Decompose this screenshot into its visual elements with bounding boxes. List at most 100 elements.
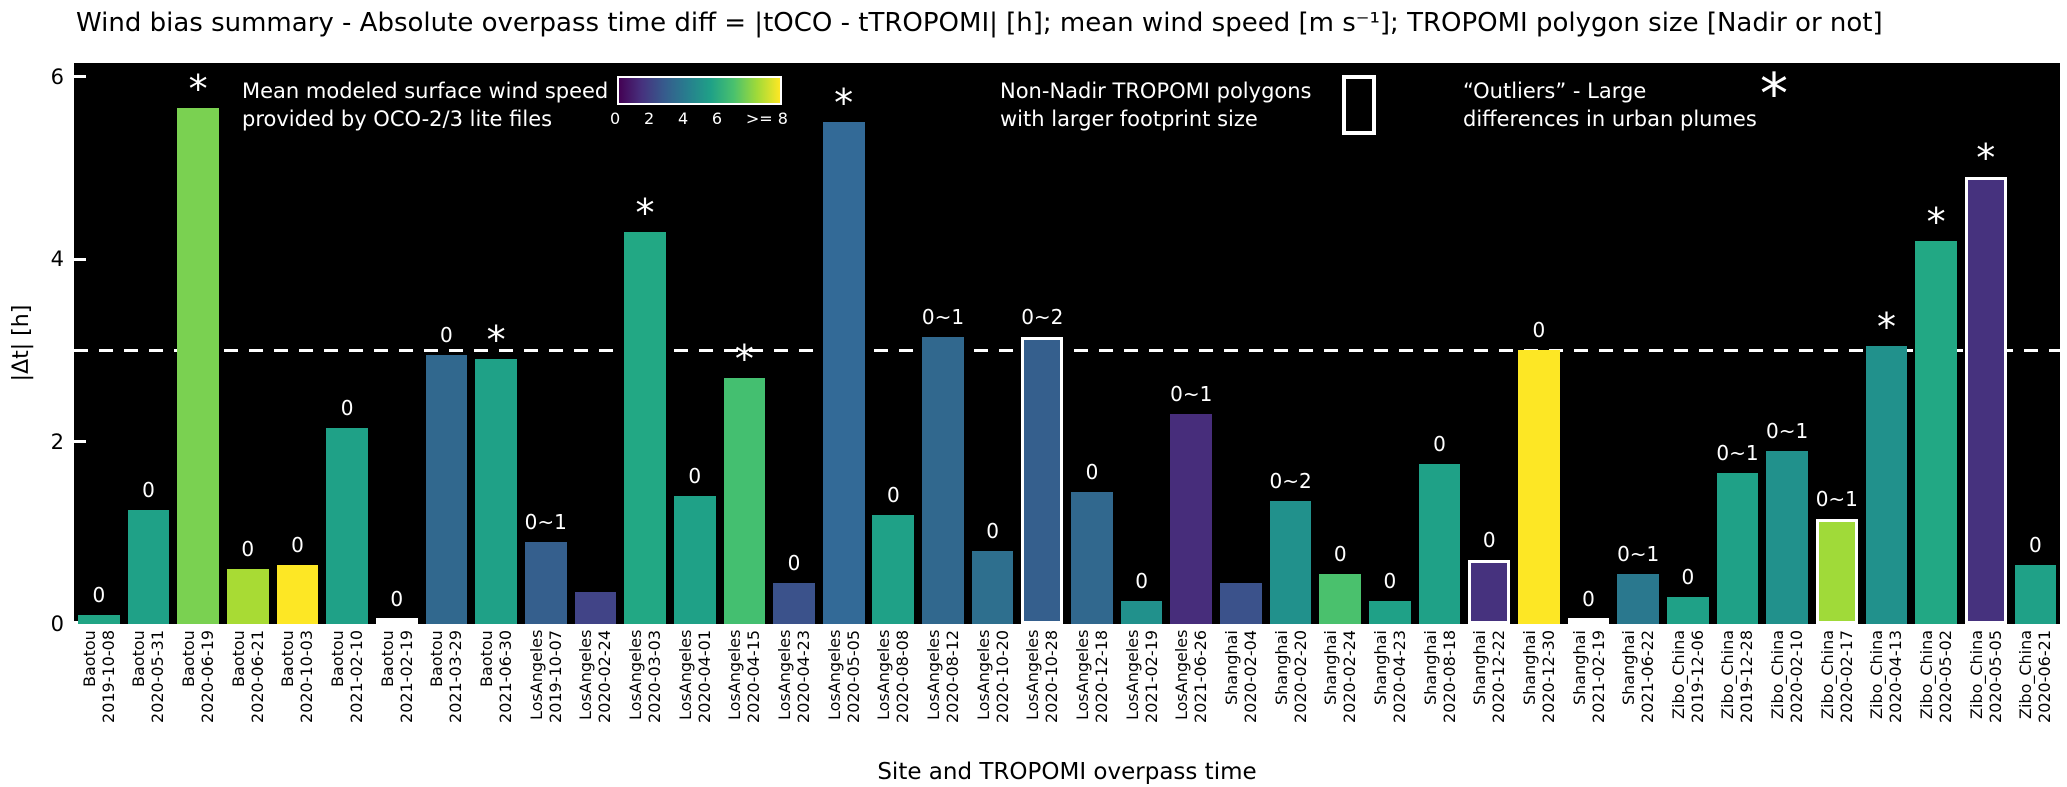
x-tick-label: LosAngeles 2020-08-08	[874, 630, 913, 723]
bar	[1716, 473, 1759, 624]
x-tick-label: LosAngeles 2021-06-26	[1172, 630, 1211, 723]
x-tick-cell: LosAngeles 2020-12-18	[1067, 630, 1117, 756]
bar-annotation: 0~1	[1617, 541, 1660, 566]
bar	[127, 509, 170, 624]
bar-slot: 0	[1117, 63, 1167, 624]
y-axis-title: |Δt| [h]	[9, 304, 34, 382]
bar-annotation: 0	[1433, 432, 1446, 457]
y-tick-label: 4	[50, 247, 64, 271]
x-tick-cell: LosAngeles 2020-08-08	[869, 630, 919, 756]
x-tick-cell: Zibo_China 2019-12-06	[1663, 630, 1713, 756]
x-tick-label: LosAngeles 2020-03-03	[626, 630, 665, 723]
bar-slot: 0	[1067, 63, 1117, 624]
bar	[1071, 491, 1113, 624]
bar-slot: 0	[1365, 63, 1415, 624]
legend-outliers-line2: differences in urban plumes	[1463, 107, 1757, 131]
x-tick-label: Baotou 2021-02-10	[328, 630, 367, 723]
bar-annotation: 0	[1085, 459, 1099, 484]
bar	[1319, 573, 1362, 624]
x-tick-cell: LosAngeles 2020-10-28	[1017, 630, 1067, 756]
bar	[723, 377, 766, 624]
legend-non-nadir-line2: with larger footprint size	[1000, 107, 1258, 131]
legend-wind-speed-line1: Mean modeled surface wind speed	[242, 79, 609, 103]
bar-slot: 0~2	[1017, 63, 1067, 624]
x-tick-cell: Shanghai 2020-12-30	[1514, 630, 1564, 756]
x-tick-label: Shanghai 2020-08-18	[1420, 630, 1459, 723]
legend-wind-speed: Mean modeled surface wind speed provided…	[242, 77, 608, 133]
bar-annotation: 0	[986, 519, 999, 543]
legend-non-nadir-line1: Non-Nadir TROPOMI polygons	[1000, 79, 1312, 103]
x-tick-cell: Baotou 2021-06-30	[471, 630, 521, 756]
x-tick-label: LosAngeles 2020-02-24	[576, 630, 615, 723]
bar-annotation: 0	[787, 550, 801, 575]
bars-layer: 0 0 * 0 0 0 0 0 * 0~1 * 0 * 0 * 0 0~1 0 0~2 0 0 0~1 0~2 0 0 0 0 0 0 0…	[74, 63, 2060, 624]
x-tick-cell: Shanghai 2020-02-04	[1216, 630, 1266, 756]
colorbar-tick: >= 8	[745, 109, 788, 128]
y-tick-mark	[74, 440, 86, 443]
legend-wind-speed-line2: provided by OCO-2/3 lite files	[242, 107, 553, 131]
bar-annotation: *	[188, 67, 208, 112]
bar-annotation: 0	[241, 537, 255, 562]
colorbar-ticks: 0 2 4 6 >= 8	[610, 109, 788, 128]
x-tick-label: Zibo_China 2019-12-06	[1668, 630, 1707, 723]
bar-slot: 0	[670, 63, 720, 624]
colorbar-tick: 6	[711, 109, 723, 128]
bar-annotation: 0	[1135, 569, 1148, 594]
bar-annotation: *	[635, 190, 655, 235]
bar	[375, 618, 418, 624]
y-tick-label: 6	[50, 64, 64, 89]
x-tick-label: Zibo_China 2020-02-17	[1817, 630, 1856, 723]
bar-slot: 0	[422, 63, 472, 624]
bar-annotation: 0	[92, 582, 106, 607]
bar	[971, 551, 1014, 624]
non-nadir-polygon-symbol	[1342, 75, 1376, 135]
bar	[226, 569, 269, 624]
bar-annotation: 0	[688, 464, 702, 489]
x-tick-label: LosAngeles 2019-10-07	[526, 630, 565, 723]
bar-slot: 0	[223, 63, 273, 624]
colorbar-tick: 0	[610, 109, 621, 128]
x-tick-cell: LosAngeles 2020-04-23	[769, 630, 819, 756]
bar	[1369, 601, 1411, 624]
bar-slot: *	[1862, 63, 1912, 624]
bar-annotation: *	[1876, 304, 1896, 349]
bar-annotation: 0~1	[1716, 441, 1759, 466]
bar-slot: *	[720, 63, 770, 624]
x-tick-cell: Baotou 2021-02-10	[322, 630, 372, 756]
bar-annotation: 0	[1582, 586, 1595, 611]
bar-annotation: 0	[1681, 564, 1695, 589]
x-tick-cell: Zibo_China 2020-02-17	[1812, 630, 1862, 756]
bar-slot: 0	[1564, 63, 1614, 624]
x-tick-label: Zibo_China 2020-02-10	[1768, 630, 1807, 723]
x-tick-cell: Baotou 2020-06-19	[173, 630, 223, 756]
threshold-line	[74, 349, 2060, 352]
x-tick-cell: LosAngeles 2020-08-12	[918, 630, 968, 756]
x-tick-label: Shanghai 2021-06-22	[1619, 630, 1658, 723]
bar-slot: 0	[1315, 63, 1365, 624]
bar-slot: 0	[1464, 63, 1514, 624]
x-tick-cell: Baotou 2021-02-19	[372, 630, 422, 756]
x-tick-cell: Shanghai 2020-02-24	[1315, 630, 1365, 756]
bar-slot: 0	[769, 63, 819, 624]
bar	[177, 108, 219, 624]
x-tick-cell: LosAngeles 2019-10-07	[521, 630, 571, 756]
x-tick-cell: Zibo_China 2020-05-02	[1911, 630, 1961, 756]
bar	[1220, 582, 1262, 624]
y-tick-label: 0	[50, 612, 64, 636]
bar-slot: *	[1911, 63, 1961, 624]
x-tick-cell: Shanghai 2021-06-22	[1613, 630, 1663, 756]
x-tick-label: LosAngeles 2021-02-19	[1122, 630, 1161, 723]
x-tick-cell: Shanghai 2020-12-22	[1464, 630, 1514, 756]
bar-slot: *	[620, 63, 670, 624]
bar	[574, 592, 617, 624]
bar-slot: 0	[124, 63, 174, 624]
bar-slot: *	[819, 63, 869, 624]
bar	[1418, 464, 1461, 624]
x-tick-label: Baotou 2021-03-29	[427, 630, 466, 723]
y-tick-mark	[74, 257, 86, 261]
bar-annotation: 0~2	[1021, 304, 1064, 329]
bar	[1865, 345, 1908, 624]
bar	[475, 359, 517, 624]
x-tick-cell: Baotou 2019-10-08	[74, 630, 124, 756]
